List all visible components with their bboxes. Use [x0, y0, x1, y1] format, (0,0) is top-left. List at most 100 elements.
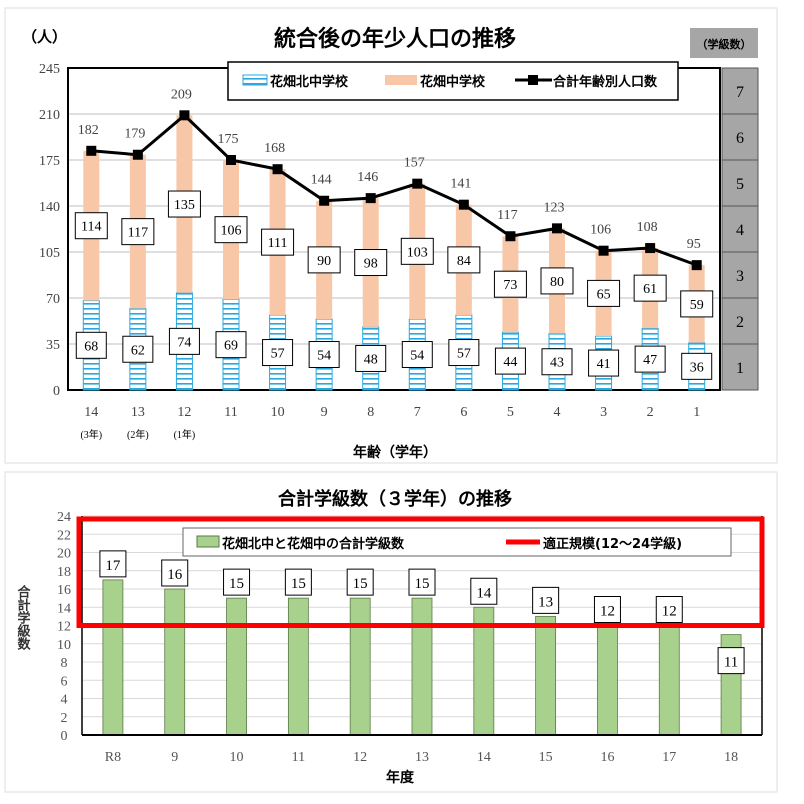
- x-tick-label: 12: [353, 750, 367, 765]
- legend-swatch-total-marker: [528, 75, 538, 85]
- data-label-box: [494, 347, 526, 375]
- data-label: 68: [84, 339, 98, 354]
- total-label: 117: [497, 208, 517, 223]
- data-label-box: [541, 348, 573, 376]
- data-label-box: [354, 249, 388, 277]
- x-tick-label: 9: [321, 405, 328, 420]
- data-label-box: [593, 596, 621, 623]
- total-marker: [179, 110, 190, 121]
- bar-total-classes: [102, 579, 124, 736]
- total-label: 175: [218, 132, 239, 147]
- data-label: 44: [503, 355, 517, 370]
- data-label: 103: [407, 245, 428, 260]
- class-count-cell: [721, 67, 759, 115]
- data-label: 15: [353, 576, 368, 592]
- bar-total-classes: [597, 625, 618, 736]
- y-tick-label: 70: [46, 292, 60, 307]
- total-marker: [598, 245, 609, 256]
- data-label-box: [161, 559, 189, 587]
- x-tick-label: 14: [477, 750, 491, 765]
- total-label: 179: [124, 127, 145, 142]
- y-tick-label: 14: [57, 601, 71, 616]
- data-label: 13: [538, 594, 553, 610]
- y-tick-label: 210: [39, 108, 60, 123]
- y-tick-label: 8: [61, 656, 68, 671]
- x-tick-label: 17: [662, 750, 676, 765]
- data-label: 111: [268, 236, 288, 251]
- total-label: 141: [450, 177, 471, 192]
- data-label-box: [262, 339, 294, 367]
- data-label-box: [75, 331, 107, 359]
- data-label: 65: [597, 287, 611, 302]
- bar-total-classes: [287, 597, 309, 736]
- x-tick-label: 7: [414, 405, 421, 420]
- data-label: 17: [105, 558, 121, 574]
- data-label-box: [681, 352, 713, 380]
- data-label-box: [308, 341, 340, 369]
- total-marker: [86, 145, 97, 156]
- x-tick-label: 6: [460, 405, 467, 420]
- y-axis-label: 合計学級数: [15, 584, 31, 651]
- y-tick-label: 10: [57, 638, 71, 653]
- data-label: 74: [177, 335, 191, 350]
- x-tick-label: 1: [693, 405, 700, 420]
- data-label: 106: [221, 224, 242, 239]
- data-label: 54: [410, 349, 424, 364]
- y-tick-label: 140: [39, 200, 60, 215]
- data-label-box: [655, 596, 683, 623]
- class-count-label: 3: [736, 268, 744, 285]
- data-label-box: [588, 349, 620, 377]
- y-tick-label: 4: [61, 693, 68, 708]
- y-axis-unit: （人）: [22, 28, 67, 46]
- data-label-box: [587, 279, 621, 307]
- class-count-cell: [721, 159, 759, 207]
- chart-title: 合計学級数（３学年）の推移: [278, 488, 512, 510]
- y-tick-label: 0: [61, 729, 68, 744]
- x-tick-label: 10: [271, 405, 285, 420]
- total-line: [91, 113, 698, 267]
- data-label-box: [121, 218, 155, 246]
- class-count-label: 7: [736, 84, 744, 101]
- bar-total-classes: [226, 597, 247, 736]
- total-label: 144: [311, 173, 332, 188]
- appropriate-scale-band: [76, 516, 765, 628]
- data-label-box: [470, 577, 498, 605]
- data-label: 12: [662, 604, 677, 620]
- secondary-axis-header: [690, 28, 758, 58]
- class-count-label: 2: [736, 314, 744, 331]
- data-label: 15: [229, 576, 244, 592]
- total-marker: [132, 149, 143, 160]
- bar-total-classes: [411, 597, 433, 736]
- data-label: 62: [131, 343, 145, 358]
- y-tick-label: 20: [57, 547, 71, 562]
- x-axis-label: 年度: [386, 769, 415, 786]
- total-marker: [458, 199, 469, 210]
- legend-swatch-hanahatakita: [242, 74, 268, 86]
- data-label-box: [214, 216, 248, 244]
- data-label-box: [400, 237, 434, 265]
- data-label-box: [532, 586, 560, 614]
- legend-swatch-hanahata: [385, 75, 417, 85]
- class-count-cell: [721, 205, 759, 253]
- data-label: 15: [291, 576, 306, 592]
- bottom-chart-frame: [4, 471, 778, 793]
- total-label: 146: [357, 170, 378, 185]
- data-label: 43: [550, 356, 564, 371]
- data-label-box: [99, 550, 127, 578]
- legend-label: 適正規模(12～24学級): [543, 536, 682, 552]
- data-label-box: [261, 228, 295, 256]
- class-count-label: 1: [736, 360, 744, 377]
- y-tick-label: 105: [39, 246, 60, 261]
- data-label: 54: [317, 349, 331, 364]
- data-label-box: [307, 246, 341, 274]
- data-label: 98: [364, 257, 378, 272]
- x-tick-label: 3: [600, 405, 607, 420]
- data-label-box: [493, 270, 527, 298]
- data-label: 135: [174, 198, 195, 213]
- data-label: 12: [600, 604, 615, 620]
- x-axis-label: 年齢（学年）: [353, 444, 437, 461]
- data-label: 57: [271, 347, 285, 362]
- total-marker: [272, 164, 283, 175]
- data-label-box: [122, 335, 154, 363]
